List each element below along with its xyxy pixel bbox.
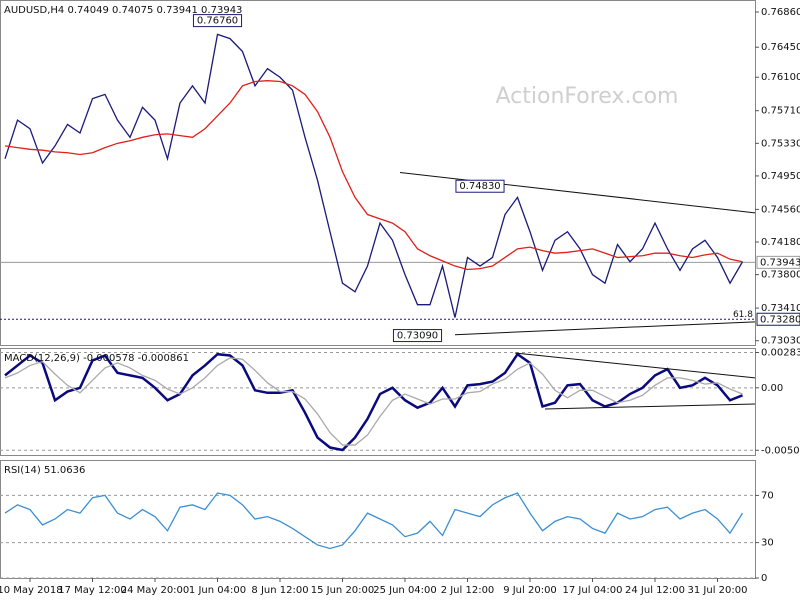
- y-tick-label: 0.73030: [761, 336, 800, 347]
- y-tick-label: 0.002839: [761, 347, 800, 358]
- y-tick-label: 0.76100: [761, 72, 800, 83]
- watermark: ActionForex.com: [496, 84, 679, 109]
- series-line: [4, 492, 744, 550]
- panel-frame: [0, 0, 756, 346]
- annotation-box: [192, 14, 243, 28]
- x-tick-label: 25 Jun 04:00: [373, 585, 437, 596]
- trendline: [514, 352, 756, 379]
- trendline: [399, 172, 756, 214]
- x-tick-label: 24 May 20:00: [121, 585, 190, 596]
- x-tick-label: 17 May 12:00: [58, 585, 127, 596]
- series-line: [4, 352, 743, 452]
- x-tick-label: 15 Jun 20:00: [311, 585, 375, 596]
- annotation-box: [392, 329, 443, 343]
- y-tick-label: 0.76450: [761, 42, 800, 53]
- level-box: [756, 255, 800, 269]
- annotation: 0.76760: [197, 16, 238, 27]
- series-line: [4, 33, 744, 318]
- trendline: [454, 321, 756, 336]
- trendline: [544, 403, 756, 410]
- x-tick-label: 24 Jul 12:00: [625, 585, 685, 596]
- annotation-box: [455, 179, 505, 193]
- x-tick-label: 10 May 2018: [0, 585, 63, 596]
- level-label: 0.73943: [760, 257, 800, 268]
- panel-title: MACD(12,26,9) -0.000578 -0.000861: [4, 353, 189, 364]
- x-tick-label: 1 Jun 04:00: [189, 585, 246, 596]
- panel-frame: [0, 460, 756, 579]
- y-tick-label: -0.005021: [761, 445, 800, 456]
- y-tick-label: 0.73800: [761, 270, 800, 281]
- x-tick-label: 17 Jul 04:00: [563, 585, 623, 596]
- y-tick-label: 0.74950: [761, 171, 800, 182]
- panel-frame: [0, 348, 756, 456]
- annotation: 0.74830: [459, 181, 500, 192]
- y-tick-label: 0.00: [761, 383, 783, 394]
- x-tick-label: 9 Jul 20:00: [503, 585, 557, 596]
- y-tick-label: 0.73410: [761, 303, 800, 314]
- level-note: 61.8: [733, 310, 753, 320]
- level-label: 0.73280: [760, 314, 800, 325]
- y-tick-label: 0.75710: [761, 106, 800, 117]
- y-tick-label: 30: [761, 538, 774, 549]
- annotation: 0.73090: [397, 331, 438, 342]
- y-tick-label: 70: [761, 490, 774, 501]
- series-line: [4, 357, 743, 446]
- level-box: [756, 312, 800, 326]
- y-tick-label: 0: [761, 573, 767, 584]
- y-tick-label: 0.76860: [761, 7, 800, 18]
- y-tick-label: 0.74180: [761, 237, 800, 248]
- x-tick-label: 8 Jun 12:00: [251, 585, 308, 596]
- panel-title: AUDUSD,H4 0.74049 0.74075 0.73941 0.7394…: [4, 5, 242, 16]
- series-line: [4, 80, 743, 271]
- y-tick-label: 0.75330: [761, 138, 800, 149]
- panel-title: RSI(14) 51.0636: [4, 465, 85, 476]
- x-tick-label: 31 Jul 20:00: [688, 585, 748, 596]
- y-tick-label: 0.74560: [761, 204, 800, 215]
- x-tick-label: 2 Jul 12:00: [441, 585, 495, 596]
